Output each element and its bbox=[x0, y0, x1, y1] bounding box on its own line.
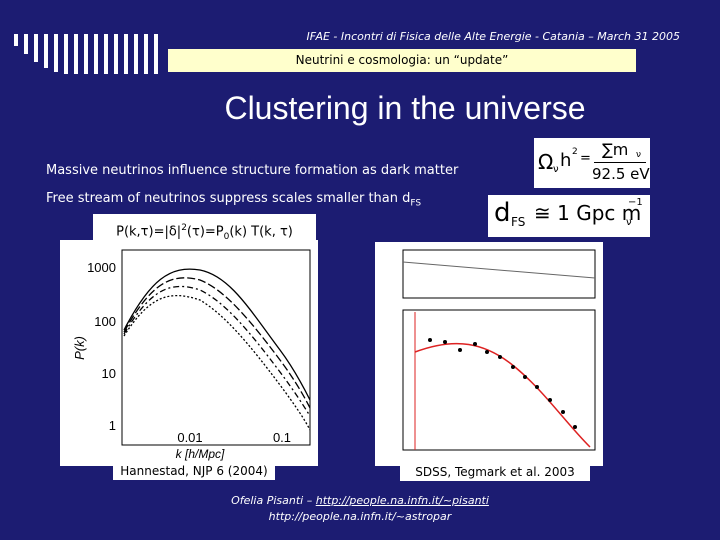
eq-text: −1 bbox=[628, 197, 643, 208]
y-axis-label: P(k) bbox=[72, 336, 87, 360]
formula-part: (τ)=P bbox=[186, 224, 224, 240]
y-tick-label: 10 bbox=[102, 366, 116, 381]
dfs-equation: d FS ≅ 1 Gpc m ν −1 bbox=[488, 195, 650, 237]
eq-text: ∑m bbox=[602, 140, 629, 159]
conference: IFAE - Incontri di Fisica delle Alte Ene… bbox=[306, 30, 680, 43]
eq-text: d bbox=[494, 198, 511, 228]
x-tick-label: 0.01 bbox=[177, 430, 202, 445]
plot-frame bbox=[402, 249, 596, 299]
eq-text: 92.5 eV bbox=[592, 165, 650, 183]
eq-text: = bbox=[580, 151, 591, 166]
eq-text: ν bbox=[626, 217, 632, 228]
fraction-bar bbox=[594, 162, 646, 163]
plot-frame bbox=[402, 309, 596, 451]
curves bbox=[123, 268, 311, 431]
left-plot: 1000 100 10 1 0.01 0.1 k [h/Mpc] P(k) bbox=[60, 240, 318, 466]
formula-part: 0 bbox=[223, 231, 230, 242]
eq-text: ν bbox=[636, 150, 642, 160]
title: Clustering in the universe bbox=[224, 90, 586, 126]
curve bbox=[402, 261, 596, 279]
eq-text: FS bbox=[511, 215, 526, 229]
footer-author: Ofelia Pisanti – bbox=[231, 494, 316, 507]
y-tick-label: 1 bbox=[109, 418, 116, 433]
bullet-sub: FS bbox=[410, 198, 422, 209]
eq-text: h bbox=[560, 150, 572, 171]
bullet: Massive neutrinos influence structure fo… bbox=[46, 163, 458, 178]
formula: P(k,τ)=|δ|2(τ)=P0(k) T(k, τ) bbox=[93, 214, 316, 242]
y-tick-label: 100 bbox=[94, 314, 116, 329]
bullet-text: Massive neutrinos influence structure fo… bbox=[46, 163, 459, 178]
caption: SDSS, Tegmark et al. 2003 bbox=[400, 463, 590, 481]
y-tick-label: 1000 bbox=[87, 260, 116, 275]
caption: Hannestad, NJP 6 (2004) bbox=[113, 462, 275, 480]
eq-text: 2 bbox=[572, 147, 578, 157]
formula-part: 2 bbox=[181, 223, 187, 233]
bullet-text: Free stream of neutrinos suppress scales… bbox=[46, 191, 411, 206]
eq-text: Ω bbox=[538, 150, 554, 174]
footer-link[interactable]: http://people.na.infn.it/~pisanti bbox=[315, 494, 489, 507]
x-tick-label: 0.1 bbox=[273, 430, 291, 445]
plot-bg bbox=[375, 242, 603, 466]
right-plot bbox=[375, 242, 603, 466]
bullet: Free stream of neutrinos suppress scales… bbox=[46, 191, 421, 209]
data-points bbox=[428, 338, 577, 429]
footer: Ofelia Pisanti – http://people.na.infn.i… bbox=[160, 494, 560, 507]
subtitle: Neutrini e cosmologia: un “update” bbox=[168, 49, 636, 72]
eq-text: ≅ 1 Gpc m bbox=[534, 201, 642, 225]
x-axis-label: k [h/Mpc] bbox=[176, 447, 225, 461]
formula-part: (k) T(k, τ) bbox=[229, 224, 293, 240]
formula-part: P(k,τ)=|δ| bbox=[116, 224, 182, 240]
decor-bars bbox=[14, 34, 158, 74]
footer-line2: http://people.na.infn.it/~astropar bbox=[268, 510, 452, 523]
eq-text: ν bbox=[553, 164, 559, 175]
omega-equation: Ω ν h 2 = ∑m ν 92.5 eV bbox=[534, 138, 650, 188]
plot-frame bbox=[121, 249, 311, 446]
